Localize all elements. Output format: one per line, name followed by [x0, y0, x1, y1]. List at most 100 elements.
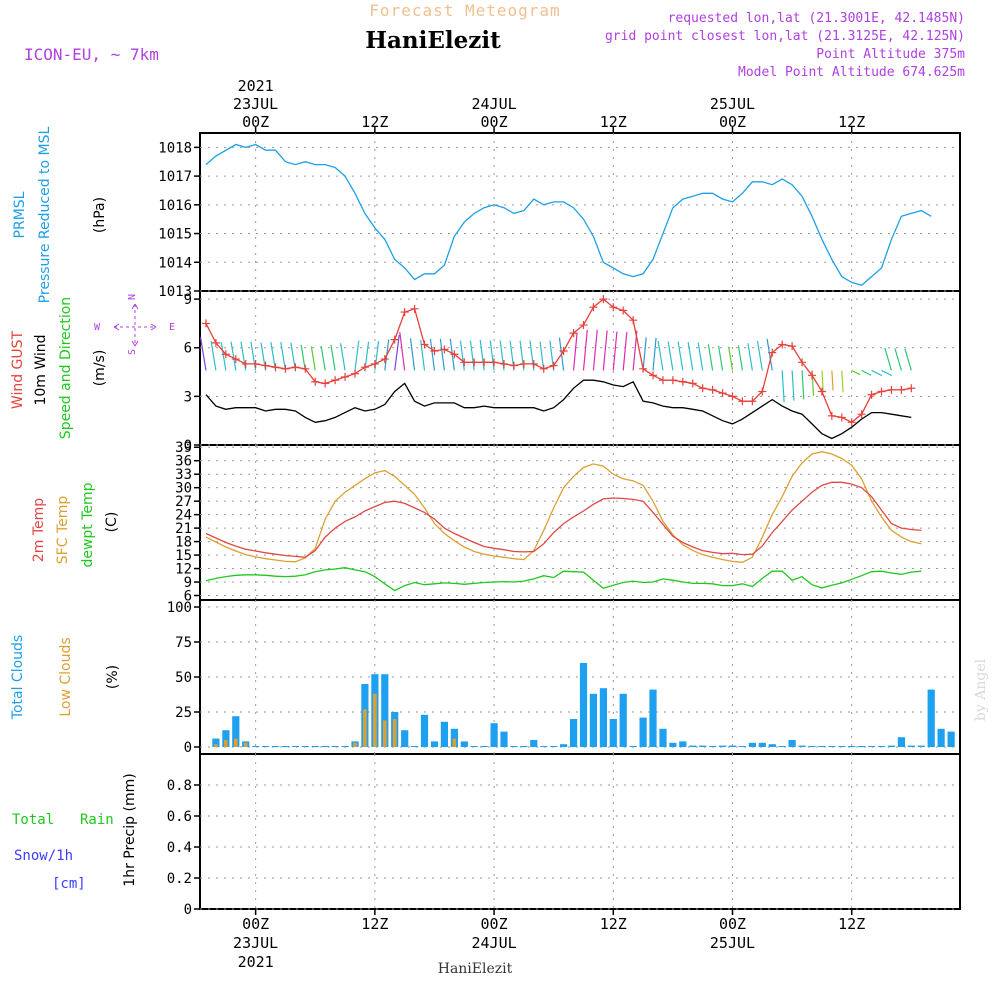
- wind-gust-marker: [350, 369, 359, 378]
- y-tick-label: 0.4: [167, 840, 192, 856]
- wind-gust-marker: [450, 350, 459, 359]
- total-cloud-bar: [579, 663, 588, 747]
- time-hour-label: 12Z: [361, 915, 388, 933]
- wind-direction-arrow: [894, 348, 902, 371]
- time-hour-label: 00Z: [242, 113, 269, 131]
- compass-n: N: [127, 294, 138, 300]
- precip-unit-label: 1hr Precip (mm): [122, 773, 138, 886]
- low-cloud-bar: [224, 740, 228, 747]
- wind-direction-arrow: [884, 347, 893, 371]
- wind-gust-marker: [380, 355, 389, 364]
- total-label: Total: [12, 812, 54, 828]
- wind-gust-marker: [390, 335, 399, 344]
- wind-gust-marker: [907, 384, 916, 393]
- compass-w: W: [94, 322, 101, 333]
- wind-direction-arrow: [489, 340, 495, 371]
- wind-direction-arrow: [821, 370, 824, 393]
- low-cloud-bar: [373, 693, 377, 747]
- total-cloud-bar: [738, 746, 747, 747]
- y-tick-label: 9: [184, 575, 192, 591]
- wind-gust-marker: [668, 376, 677, 385]
- total-cloud-bar: [808, 746, 816, 747]
- total-cloud-bar: [232, 716, 240, 747]
- wind-direction-arrow: [374, 341, 380, 371]
- wind-direction-arrow: [766, 338, 773, 371]
- wind-direction-arrow: [250, 341, 257, 371]
- y-tick-label: 9: [184, 292, 192, 308]
- total-cloud-bar: [828, 746, 836, 747]
- wind-gust-marker: [539, 364, 548, 373]
- total-cloud-bar: [758, 742, 766, 747]
- y-tick-label: 50: [175, 670, 192, 686]
- wind-gust-marker: [738, 397, 747, 406]
- wind-gust-marker: [519, 359, 528, 368]
- total-cloud-bar: [649, 689, 657, 747]
- wind-gust-marker: [758, 387, 767, 396]
- time-hour-label: 12Z: [838, 915, 865, 933]
- wind-gust-marker: [331, 376, 340, 385]
- wind-speed-dir-label: Speed and Direction: [58, 297, 74, 439]
- wind-direction-arrow: [399, 332, 406, 371]
- wind-gust-marker: [569, 329, 578, 338]
- dewpt-line: [205, 567, 922, 592]
- y-tick-label: 0: [184, 740, 192, 756]
- total-cloud-bar: [212, 738, 220, 747]
- low-cloud-bar: [392, 719, 397, 747]
- wind-direction-arrow: [756, 340, 763, 371]
- total-cloud-bar: [818, 746, 826, 747]
- chart-subtitle: Forecast Meteogram: [369, 1, 560, 20]
- time-year-label: 2021: [238, 953, 274, 971]
- total-cloud-bar: [748, 742, 756, 747]
- wind-gust-marker: [231, 355, 240, 364]
- temp-2m-label: 2m Temp: [31, 498, 47, 562]
- wind-gust-marker: [549, 361, 558, 370]
- wind-direction-arrow: [801, 370, 805, 400]
- y-tick-label: 27: [175, 494, 192, 510]
- wind-gust-marker: [500, 359, 508, 368]
- total-cloud-bar: [222, 730, 230, 747]
- wind-direction-arrow: [728, 346, 734, 371]
- low-cloud-bar: [234, 738, 238, 747]
- wind-direction-arrow: [429, 338, 436, 371]
- wind-gust-marker: [589, 303, 598, 312]
- total-cloud-bar: [639, 717, 647, 747]
- temp-2m-line: [205, 481, 922, 558]
- total-cloud-bar: [689, 745, 697, 747]
- y-tick-label: 0: [184, 438, 192, 454]
- pressure-unit-label: (hPa): [92, 197, 108, 233]
- wind-direction-arrow: [592, 329, 598, 371]
- wind-gust-marker: [470, 358, 479, 367]
- time-date-label: 23JUL: [233, 95, 278, 113]
- wind-direction-arrow: [290, 342, 296, 371]
- y-tick-label: 75: [175, 635, 192, 651]
- wind-direction-arrow: [657, 340, 664, 371]
- wind-gust-marker: [370, 359, 379, 368]
- wind-gust-marker: [241, 359, 250, 368]
- total-cloud-bar: [778, 746, 786, 747]
- wind-direction-arrow: [717, 345, 724, 371]
- wind-gust-marker: [649, 371, 658, 380]
- low-cloud-bar: [452, 738, 457, 747]
- wind-gust-marker: [798, 358, 807, 367]
- wind-gust-marker: [807, 371, 816, 380]
- wind-gust-marker: [788, 342, 797, 351]
- low-cloud-bar: [353, 742, 357, 747]
- total-cloud-bar: [848, 746, 856, 747]
- wind-gust-marker: [251, 359, 260, 368]
- time-date-label: 23JUL: [233, 934, 278, 952]
- low-cloud-bar: [243, 742, 248, 747]
- total-cloud-bar: [500, 731, 508, 747]
- total-cloud-bar: [659, 728, 667, 747]
- total-cloud-bar: [460, 741, 468, 747]
- sfc-temp-line: [205, 451, 922, 563]
- wind-10m-line: [205, 379, 912, 440]
- wind-direction-arrow: [667, 341, 674, 371]
- low-cloud-bar: [214, 744, 218, 747]
- wind-direction-arrow: [330, 344, 336, 371]
- point-altitude: Point Altitude 375m: [816, 47, 965, 62]
- total-cloud-bar: [609, 719, 617, 747]
- wind-gust-marker: [837, 413, 846, 422]
- wind-direction-arrow: [687, 342, 694, 371]
- total-cloud-bar: [520, 746, 528, 747]
